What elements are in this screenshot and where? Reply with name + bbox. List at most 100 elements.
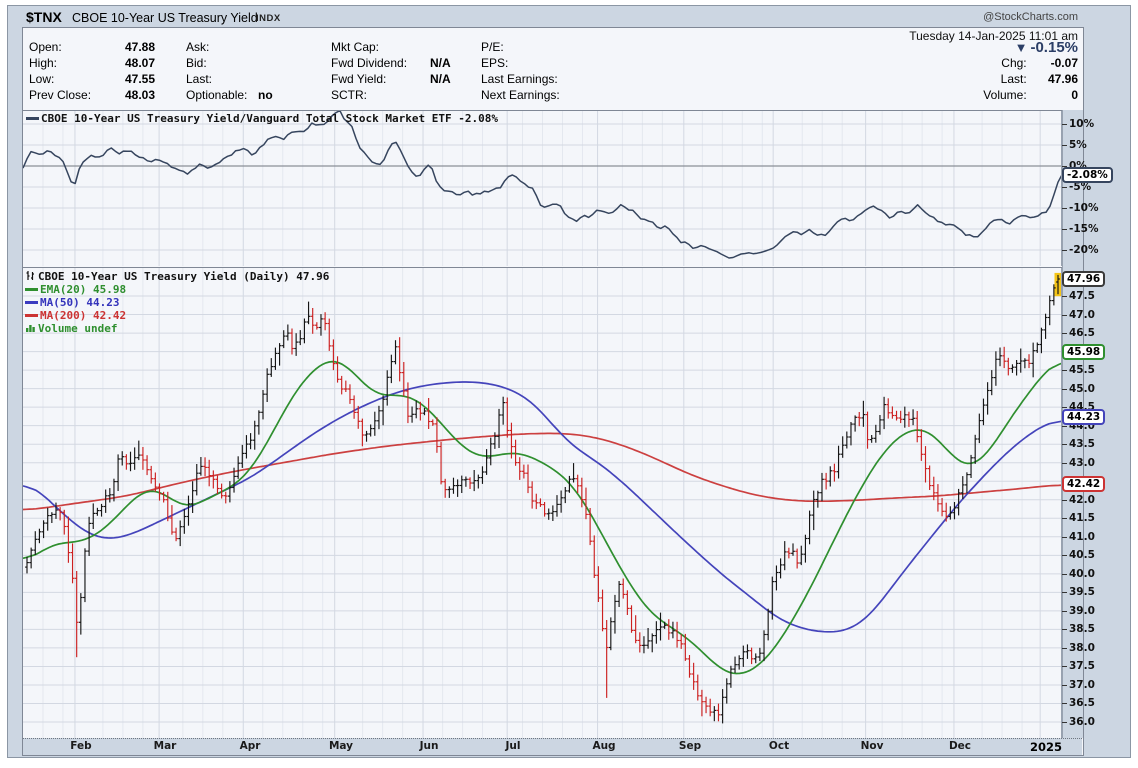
quote-row: Optionable: no bbox=[186, 88, 273, 104]
percent-change-value: -0.15% bbox=[1030, 39, 1078, 56]
quote-label: Open: bbox=[29, 40, 62, 54]
legend-swatch bbox=[25, 301, 38, 304]
legend-row: Volume undef bbox=[25, 322, 329, 335]
xaxis-month-label: Jul bbox=[505, 740, 521, 752]
quote-row: EPS: bbox=[481, 56, 591, 72]
xaxis-month-label: Oct bbox=[768, 740, 790, 752]
quote-label: Mkt Cap: bbox=[331, 40, 380, 54]
quote-value: 47.96 bbox=[1047, 72, 1078, 86]
quote-label: Chg: bbox=[1001, 56, 1027, 70]
quote-value: 47.88 bbox=[124, 40, 155, 54]
quote-label: Next Earnings: bbox=[481, 88, 560, 102]
volume-bars-icon bbox=[26, 325, 35, 332]
legend-text: Volume undef bbox=[38, 322, 118, 335]
quote-label: Volume: bbox=[983, 88, 1027, 102]
quote-row: Last: bbox=[186, 72, 273, 88]
quote-label: Low: bbox=[29, 72, 55, 86]
quote-row: Volume: 0 bbox=[983, 88, 1078, 104]
quote-row: Mkt Cap: bbox=[331, 40, 451, 56]
quote-value: 48.03 bbox=[124, 88, 155, 102]
legend-row: MA(200) 42.42 bbox=[25, 309, 329, 322]
quote-label: High: bbox=[29, 56, 58, 70]
title-bar: $TNX CBOE 10-Year US Treasury Yield INDX… bbox=[8, 6, 1130, 27]
price-panel-plot bbox=[23, 268, 1062, 738]
quote-value: 48.07 bbox=[124, 56, 155, 70]
xaxis-strip: Feb Mar Apr May Jun Jul Aug Sep Oct Nov Dec 2025 bbox=[23, 738, 1082, 755]
quote-value: N/A bbox=[430, 72, 451, 86]
quote-value: 0 bbox=[1071, 88, 1078, 102]
quote-label: Optionable: bbox=[186, 88, 248, 102]
quote-column: Mkt Cap: Fwd Dividend: N/A Fwd Yield: N/A SCT… bbox=[331, 40, 451, 104]
quote-row: SCTR: bbox=[331, 88, 451, 104]
quote-column: Ask: Bid: Last: Optionable: no bbox=[186, 40, 273, 104]
percent-change: ▼ -0.15% bbox=[1015, 39, 1078, 56]
panel-separator-top bbox=[23, 110, 1083, 111]
legend-row: EMA(20) 45.98 bbox=[25, 283, 329, 296]
quote-row: P/E: bbox=[481, 40, 591, 56]
quote-label: SCTR: bbox=[331, 88, 367, 102]
quote-label: Last: bbox=[1000, 72, 1027, 86]
xaxis-month-label: Nov bbox=[860, 740, 884, 752]
quote-right-panel: Chg: -0.07 Last: 47.96 Volume: 0 bbox=[983, 56, 1078, 104]
quote-column: Open: 47.88 High: 48.07 Low: 47.55 Prev Close:… bbox=[29, 40, 155, 104]
chart-datetime: Tuesday 14-Jan-2025 11:01 am bbox=[909, 29, 1078, 43]
quote-row: Ask: bbox=[186, 40, 273, 56]
quote-row: Low: 47.55 bbox=[29, 72, 155, 88]
xaxis-month-label: Apr bbox=[239, 740, 261, 752]
quote-label: Fwd Dividend: bbox=[331, 56, 408, 70]
legend-text: CBOE 10-Year US Treasury Yield (Daily) 4… bbox=[38, 270, 330, 283]
xaxis-month-label: Sep bbox=[678, 740, 702, 752]
quote-column: P/E: EPS: Last Earnings: Next Earnings: bbox=[481, 40, 591, 104]
quote-label: EPS: bbox=[481, 56, 509, 70]
quote-value: -0.07 bbox=[1050, 56, 1078, 70]
ratio-line-swatch bbox=[26, 117, 39, 120]
ratio-panel-plot bbox=[23, 111, 1062, 266]
quote-label: Prev Close: bbox=[29, 88, 92, 102]
quote-label: Ask: bbox=[186, 40, 210, 54]
quote-row: Bid: bbox=[186, 56, 273, 72]
legend-swatch bbox=[25, 288, 38, 291]
panel-separator-mid bbox=[23, 267, 1083, 268]
quote-row: Open: 47.88 bbox=[29, 40, 155, 56]
chart-frame: $TNX CBOE 10-Year US Treasury Yield INDX… bbox=[7, 5, 1131, 758]
price-legend: CBOE 10-Year US Treasury Yield (Daily) 4… bbox=[25, 270, 329, 335]
instrument-name: CBOE 10-Year US Treasury Yield bbox=[72, 11, 258, 25]
quote-value: N/A bbox=[430, 56, 451, 70]
quote-row: Last: 47.96 bbox=[983, 72, 1078, 88]
xaxis-month-label: Jun bbox=[419, 740, 439, 752]
xaxis-month-label: Mar bbox=[153, 740, 177, 752]
quote-row: Next Earnings: bbox=[481, 88, 591, 104]
legend-text: EMA(20) 45.98 bbox=[40, 283, 127, 296]
ratio-legend: CBOE 10-Year US Treasury Yield/Vanguard … bbox=[26, 112, 498, 125]
quote-label: Last: bbox=[186, 72, 213, 86]
quote-label: Last Earnings: bbox=[481, 72, 558, 86]
xaxis-month-label: Feb bbox=[70, 740, 92, 752]
legend-text: MA(200) 42.42 bbox=[40, 309, 127, 322]
quote-row: Fwd Yield: N/A bbox=[331, 72, 451, 88]
quote-value: no bbox=[258, 88, 273, 102]
ratio-legend-text: CBOE 10-Year US Treasury Yield/Vanguard … bbox=[41, 112, 498, 125]
quote-label: P/E: bbox=[481, 40, 504, 54]
legend-row: CBOE 10-Year US Treasury Yield (Daily) 4… bbox=[25, 270, 329, 283]
exchange-tag: INDX bbox=[256, 13, 281, 24]
xaxis-month-label: May bbox=[328, 740, 354, 752]
candlestick-icon bbox=[26, 271, 34, 280]
watermark: @StockCharts.com bbox=[983, 11, 1078, 23]
legend-swatch bbox=[25, 314, 38, 317]
legend-row: MA(50) 44.23 bbox=[25, 296, 329, 309]
quote-value: 47.55 bbox=[124, 72, 155, 86]
down-arrow-icon: ▼ bbox=[1014, 40, 1028, 55]
chart-area: Tuesday 14-Jan-2025 11:01 am Open: 47.88 H… bbox=[22, 27, 1084, 756]
symbol: $TNX bbox=[26, 9, 62, 25]
quote-row: High: 48.07 bbox=[29, 56, 155, 72]
quote-row: Last Earnings: bbox=[481, 72, 591, 88]
quote-row: Fwd Dividend: N/A bbox=[331, 56, 451, 72]
yaxis-strip bbox=[1062, 110, 1083, 738]
legend-text: MA(50) 44.23 bbox=[40, 296, 120, 309]
quote-label: Fwd Yield: bbox=[331, 72, 387, 86]
xaxis-month-label: 2025 bbox=[1029, 740, 1063, 754]
quote-row: Chg: -0.07 bbox=[983, 56, 1078, 72]
xaxis-month-label: Dec bbox=[948, 740, 972, 752]
xaxis-month-label: Aug bbox=[592, 740, 616, 752]
